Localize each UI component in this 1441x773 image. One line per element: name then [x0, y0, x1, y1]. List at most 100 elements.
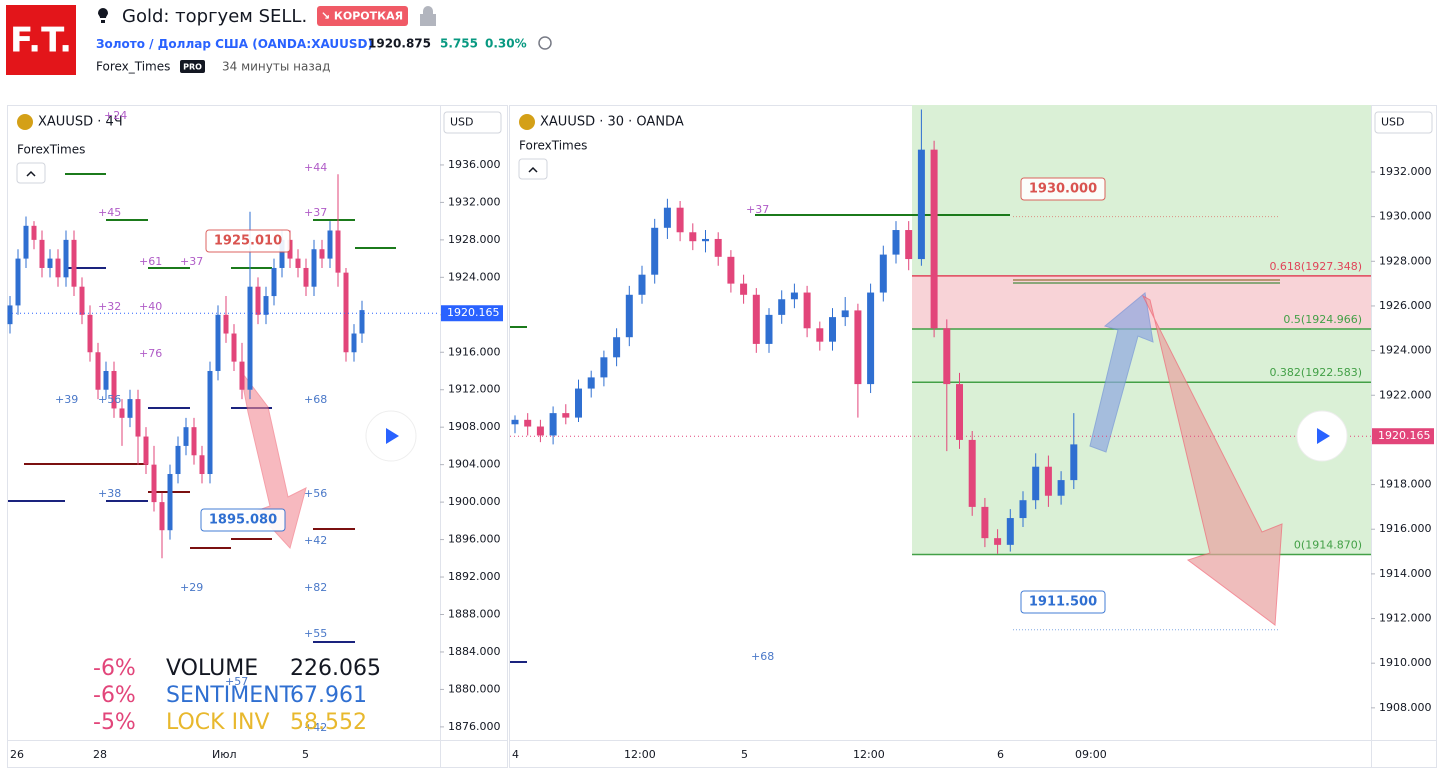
candle-body: [714, 238, 722, 257]
alert-icon[interactable]: [538, 36, 552, 50]
candle-body: [119, 408, 125, 418]
callout-box: [205, 229, 291, 253]
y-tick-label: 1900.000: [448, 495, 501, 508]
change: 5.755: [440, 37, 478, 51]
candle-body: [829, 317, 836, 342]
candle-body: [879, 254, 887, 293]
symbol-name[interactable]: Золото / Доллар США: [96, 37, 249, 51]
x-tick-label: 12:00: [853, 748, 885, 761]
candle-body: [31, 225, 37, 240]
y-tick-label: 1880.000: [448, 682, 501, 695]
candle-body: [702, 238, 709, 242]
candle-body: [207, 370, 213, 475]
x-tick-label: 26: [10, 748, 24, 761]
x-tick-label: 12:00: [624, 748, 656, 761]
y-tick-label: 1918.000: [1379, 478, 1432, 491]
time-ago: 34 минуты назад: [222, 60, 330, 74]
level-annotation: +42: [304, 534, 327, 547]
callout-label: 1895.080: [209, 513, 277, 528]
candle-body: [215, 314, 221, 371]
symbol-line[interactable]: Золото / Доллар США (OANDA:XAUUSD): [96, 37, 373, 51]
candle-body: [981, 506, 989, 539]
stat-cell: LOCK INV: [166, 710, 270, 735]
currency-box[interactable]: [443, 111, 502, 134]
y-tick-label: 1928.000: [1379, 254, 1432, 267]
idea-icon: [98, 8, 108, 23]
candle-body: [803, 292, 811, 329]
level-annotation: +55: [304, 627, 327, 640]
author[interactable]: Forex_Times: [96, 60, 170, 74]
candle-body: [1057, 480, 1065, 496]
symbol-code[interactable]: (OANDA:XAUUSD): [252, 37, 373, 51]
forecast-arrow: [239, 369, 307, 550]
level-annotation: +37: [304, 206, 327, 219]
level-annotation: +39: [55, 393, 78, 406]
level-annotation: +37: [180, 255, 203, 268]
callout-box: [1020, 177, 1106, 201]
y-tick-label: 1892.000: [448, 570, 501, 583]
candle-body: [135, 399, 141, 437]
candle-body: [663, 207, 671, 228]
level-annotation: +29: [180, 581, 203, 594]
y-tick-label: 1932.000: [1379, 165, 1432, 178]
indicator-legend: ForexTimes: [17, 143, 85, 157]
x-tick-label: 5: [302, 748, 309, 761]
symbol-icon: [519, 114, 535, 130]
indicator-legend: ForexTimes: [519, 139, 587, 153]
play-icon: [1317, 428, 1330, 444]
callout-label: 1911.500: [1029, 595, 1097, 610]
candle-body: [167, 474, 173, 531]
candle-body: [1006, 518, 1014, 545]
candle-body: [638, 274, 646, 295]
candle-body: [351, 333, 357, 353]
y-tick-label: 1924.000: [448, 270, 501, 283]
level-annotation: +45: [98, 206, 121, 219]
candle-body: [676, 207, 684, 233]
last-price-box: [441, 305, 503, 322]
candle-body: [175, 445, 181, 475]
fib-label: 0.618(1927.348): [1269, 260, 1362, 273]
level-annotation: +42: [304, 721, 327, 734]
candle-body: [956, 384, 963, 440]
candle-body: [536, 426, 544, 436]
candle-body: [625, 294, 633, 338]
currency: USD: [1381, 116, 1405, 129]
collapse-icon: [528, 166, 538, 173]
candle-body: [587, 377, 595, 389]
candle-body: [63, 239, 69, 278]
currency-box[interactable]: [1374, 111, 1433, 134]
candle-body: [562, 413, 570, 418]
candle-body: [79, 286, 85, 315]
candle-body: [71, 239, 77, 287]
candle-body: [854, 310, 862, 385]
symbol-icon: [17, 114, 33, 130]
candle-body: [39, 239, 45, 268]
y-tick-label: 1888.000: [448, 607, 501, 620]
y-tick-label: 1910.000: [1379, 656, 1432, 669]
idea-title: Gold: торгуем SELL.: [122, 6, 307, 27]
candle-body: [279, 239, 285, 268]
y-tick-label: 1916.000: [1379, 522, 1432, 535]
candle-body: [765, 314, 773, 344]
y-tick-label: 1912.000: [1379, 612, 1432, 625]
left-panel: [7, 105, 508, 768]
y-tick-label: 1912.000: [448, 383, 501, 396]
price: 1920.875: [368, 37, 431, 51]
fib-label: 0.5(1924.966): [1283, 313, 1362, 326]
candle-body: [790, 292, 798, 300]
logo-box[interactable]: [6, 5, 76, 75]
candle-body: [930, 149, 938, 329]
callout-label: 1925.010: [214, 234, 282, 249]
stat-cell: 58.552: [290, 710, 367, 735]
last-price-label: 1920.165: [1378, 429, 1431, 442]
candle-body: [15, 258, 21, 306]
candle-body: [23, 225, 29, 259]
y-tick-label: 1930.000: [1379, 210, 1432, 223]
currency: USD: [450, 116, 474, 129]
candle-body: [311, 249, 317, 287]
candle-body: [143, 436, 149, 465]
level-annotation: +32: [98, 300, 121, 313]
fib-label: 0.382(1922.583): [1269, 366, 1362, 379]
candle-body: [111, 370, 117, 409]
